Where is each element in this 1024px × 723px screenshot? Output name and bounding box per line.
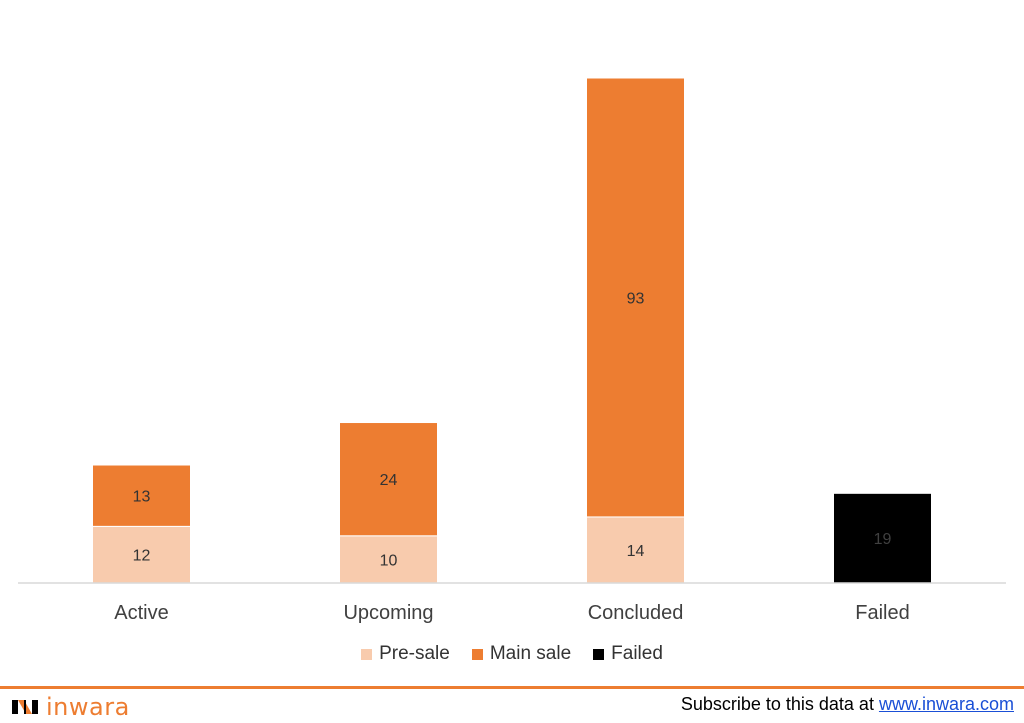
legend-label-presale: Pre-sale: [379, 643, 450, 664]
subscribe-prefix: Subscribe to this data at: [680, 694, 879, 714]
category-label-failed: Failed: [855, 602, 909, 624]
data-labels-layer: 12 13 10 24 14 93 19: [133, 290, 892, 569]
legend-item-presale: Pre-sale: [361, 643, 450, 665]
bar-active-pre-sale: [92, 525, 191, 584]
category-label-concluded: Concluded: [588, 602, 684, 624]
data-label-active-main-sale: 13: [133, 489, 151, 506]
bar-upcoming-main-sale: [339, 422, 438, 537]
category-labels-layer: Active Upcoming Concluded Failed: [114, 602, 909, 624]
bar-concluded-main-sale: [586, 77, 685, 518]
subscribe-text: Subscribe to this data at www.inwara.com: [681, 694, 1014, 715]
subscribe-link[interactable]: www.inwara.com: [878, 694, 1014, 714]
brand-logo[interactable]: inwara: [12, 693, 130, 721]
legend-swatch-failed: [593, 648, 605, 660]
legend-item-mainsale: Main sale: [471, 643, 572, 665]
data-label-upcoming-main-sale: 24: [380, 472, 398, 489]
footer: inwara Subscribe to this data at www.inw…: [0, 689, 1024, 723]
legend-swatch-presale: [361, 648, 373, 660]
legend-label-failed: Failed: [611, 643, 663, 664]
stacked-bar-chart: 12 13 10 24 14 93 19 Active Upcoming Concluded Fa…: [18, 77, 1006, 624]
legend-swatch-mainsale: [471, 648, 483, 660]
data-label-upcoming-pre-sale: 10: [380, 552, 398, 569]
legend: Pre-sale Main sale Failed: [0, 640, 1024, 668]
bar-active-main-sale: [92, 464, 191, 527]
data-label-concluded-pre-sale: 14: [627, 543, 645, 560]
data-label-failed-failed: 19: [874, 531, 892, 548]
legend-label-mainsale: Main sale: [489, 643, 572, 664]
bar-concluded-pre-sale: [586, 516, 685, 584]
legend-item-failed: Failed: [593, 643, 663, 665]
category-label-active: Active: [114, 602, 168, 624]
logo-text: inwara: [46, 693, 130, 721]
bars-layer: [92, 77, 932, 584]
inwara-logo-icon: [12, 700, 38, 714]
category-label-upcoming: Upcoming: [343, 602, 433, 624]
data-label-active-pre-sale: 12: [133, 548, 151, 565]
footer-divider: [0, 686, 1024, 689]
data-label-concluded-main-sale: 93: [627, 290, 645, 307]
